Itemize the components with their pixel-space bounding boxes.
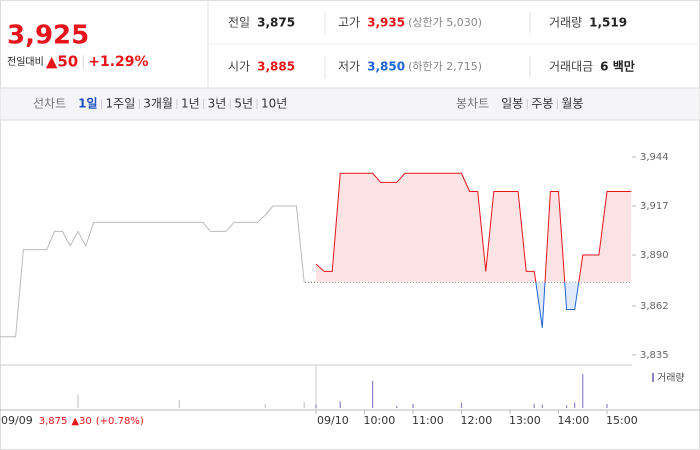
y-tick-label: 3,835 <box>640 350 669 361</box>
legend-label: 거래량 <box>657 372 685 384</box>
rise-line <box>315 172 632 283</box>
summary-label: 시가 <box>228 60 250 74</box>
y-tick-label: 3,890 <box>640 250 669 261</box>
summary-label: 거래대금 <box>549 60 593 74</box>
previous-day-line <box>0 205 305 338</box>
change-label: 전일대비 <box>7 56 44 68</box>
previous-change: ▲30 <box>71 416 91 427</box>
change-rate: +1.29% <box>88 54 148 70</box>
tab[interactable]: 3년 <box>208 97 227 111</box>
tab-bar <box>0 87 700 121</box>
summary-value: 1,519 <box>589 16 627 30</box>
tab[interactable]: 1일 <box>78 97 97 111</box>
summary-value: 6 백만 <box>600 59 635 74</box>
tab[interactable]: 주봉 <box>531 97 553 111</box>
summary-value: 3,850 <box>367 60 405 74</box>
summary-value: 3,875 <box>257 16 295 30</box>
summary-note: (상한가 5,030) <box>408 16 482 29</box>
tab[interactable]: 10년 <box>261 97 287 111</box>
tab-group-label: 선차트 <box>33 97 66 111</box>
previous-rate: (+0.78%) <box>96 416 144 427</box>
legend-swatch <box>652 373 654 382</box>
summary-value: 3,935 <box>367 16 405 30</box>
x-tick-label: 14:00 <box>558 414 590 427</box>
x-tick-label: 09/10 <box>317 414 349 427</box>
previous-close: 3,875 <box>39 416 68 427</box>
tab[interactable]: 월봉 <box>561 97 583 111</box>
fall-area <box>316 282 632 328</box>
price: 3,925 <box>7 21 89 51</box>
x-tick-label: 13:00 <box>509 414 541 427</box>
previous-date: 09/09 <box>1 414 33 427</box>
tab[interactable]: 일봉 <box>501 97 523 111</box>
y-tick-label: 3,862 <box>640 301 669 312</box>
summary-label: 고가 <box>338 16 360 30</box>
rise-area <box>316 173 632 283</box>
change: ▲50 <box>46 53 78 71</box>
summary-label: 전일 <box>228 16 250 30</box>
tab[interactable]: 5년 <box>234 97 253 111</box>
x-tick-label: 12:00 <box>461 414 493 427</box>
x-tick-label: 15:00 <box>606 414 638 427</box>
y-tick-label: 3,944 <box>640 152 669 163</box>
y-tick-label: 3,917 <box>640 201 669 212</box>
tab[interactable]: 3개월 <box>143 97 173 111</box>
summary-label: 거래량 <box>549 16 582 30</box>
tab[interactable]: 1년 <box>181 97 200 111</box>
x-tick-label: 10:00 <box>364 414 396 427</box>
summary-label: 저가 <box>338 60 360 74</box>
x-tick-label: 11:00 <box>412 414 444 427</box>
tab[interactable]: 1주일 <box>106 97 136 111</box>
summary-value: 3,885 <box>257 60 295 74</box>
tab-group-label: 봉차트 <box>456 97 489 111</box>
summary-note: (하한가 2,715) <box>408 59 482 73</box>
